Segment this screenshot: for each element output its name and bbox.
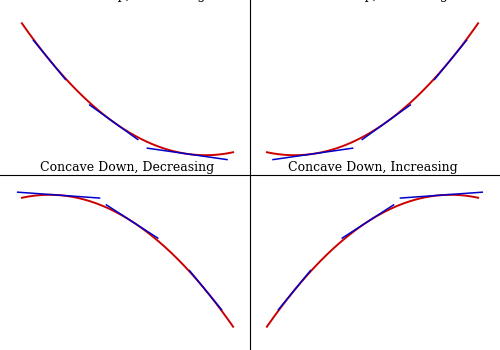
Title: Concave Down, Decreasing: Concave Down, Decreasing [40,161,214,174]
Title: Concave Down, Increasing: Concave Down, Increasing [288,161,458,174]
Title: Concave Up, Decreasing: Concave Up, Decreasing [49,0,206,2]
Title: Concave Up, Increasing: Concave Up, Increasing [296,0,448,2]
